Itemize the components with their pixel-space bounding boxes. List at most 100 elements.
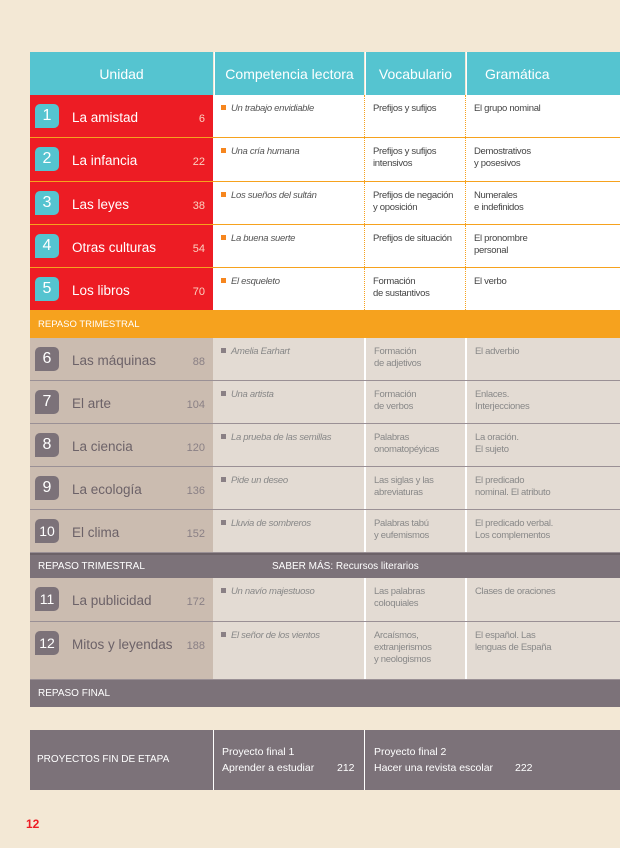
competencia-cell: Amelia Earhart <box>213 338 364 380</box>
unit-name: La ecología <box>72 482 142 497</box>
gramatica-cell: El grupo nominal <box>465 95 620 137</box>
lectura-title: Un navío majestuoso <box>231 586 315 597</box>
vocab-line: de sustantivos <box>373 288 430 299</box>
bullet-icon <box>221 348 226 353</box>
vocab-line: abreviaturas <box>374 487 423 498</box>
proyecto-1-page: 212 <box>337 762 355 774</box>
unit-row: 2 La infancia 22 Una cría humana Prefijo… <box>30 138 620 182</box>
vocab-line: Prefijos y sufijos <box>373 146 437 157</box>
unit-cell[interactable]: 1 La amistad 6 <box>30 95 213 137</box>
vocabulario-cell: Palabras onomatopéyicas <box>364 424 465 466</box>
vocabulario-cell: Formación de sustantivos <box>364 268 465 310</box>
competencia-cell: Una artista <box>213 381 364 423</box>
saber-mas-label: SABER MÁS: Recursos literarios <box>272 561 419 572</box>
vocabulario-cell: Prefijos de situación <box>364 225 465 267</box>
unit-number-badge: 6 <box>35 347 59 371</box>
gram-line: e indefinidos <box>474 202 524 213</box>
unit-page: 188 <box>186 640 205 652</box>
vocab-line: Formación <box>374 389 417 400</box>
unit-row: 9 La ecología 136 Pide un deseo Las sigl… <box>30 467 620 510</box>
bullet-icon <box>221 477 226 482</box>
unit-cell[interactable]: 6 Las máquinas 88 <box>30 338 213 380</box>
lectura-title: El esqueleto <box>231 276 280 287</box>
gram-line: El predicado verbal. <box>475 518 553 529</box>
unit-row: 1 La amistad 6 Un trabajo envidiable Pre… <box>30 95 620 138</box>
unit-cell[interactable]: 2 La infancia 22 <box>30 138 213 181</box>
gram-line: El sujeto <box>475 444 509 455</box>
bullet-icon <box>221 632 226 637</box>
unit-number-badge: 4 <box>35 234 59 258</box>
unit-cell[interactable]: 4 Otras culturas 54 <box>30 225 213 267</box>
vocabulario-cell: Prefijos y sufijos <box>364 95 465 137</box>
gramatica-cell: El verbo <box>465 268 620 310</box>
gram-line: Numerales <box>474 190 518 201</box>
unit-name: Las leyes <box>72 197 130 212</box>
vocab-line: coloquiales <box>374 598 419 609</box>
vocab-line: Palabras <box>374 432 410 443</box>
unit-name: Los libros <box>72 283 130 298</box>
header-gramatica: Gramática <box>466 52 620 95</box>
proyecto-2-title: Proyecto final 2 <box>374 746 447 758</box>
gramatica-cell: El pronombre personal <box>465 225 620 267</box>
bullet-icon <box>221 588 226 593</box>
vocab-line: Formación <box>373 276 416 287</box>
competencia-cell: Un trabajo envidiable <box>213 95 364 137</box>
unit-page: 136 <box>186 485 205 497</box>
unit-row: 10 El clima 152 Lluvia de sombreros Pala… <box>30 510 620 553</box>
gram-line: El verbo <box>474 276 507 287</box>
bullet-icon <box>221 192 226 197</box>
unit-number-badge: 1 <box>35 104 59 128</box>
vocab-line: Palabras tabú <box>374 518 429 529</box>
unit-page: 54 <box>192 243 205 255</box>
vocab-line: de verbos <box>374 401 414 412</box>
gram-line: El predicado <box>475 475 525 486</box>
bullet-icon <box>221 105 226 110</box>
competencia-cell: La buena suerte <box>213 225 364 267</box>
unit-cell[interactable]: 10 El clima 152 <box>30 510 213 552</box>
unit-number-badge: 5 <box>35 277 59 301</box>
vocabulario-cell: Las palabras coloquiales <box>364 578 465 621</box>
bullet-icon <box>221 278 226 283</box>
gram-line: y posesivos <box>474 158 521 169</box>
gram-line: El pronombre <box>474 233 528 244</box>
unit-cell[interactable]: 11 La publicidad 172 <box>30 578 213 621</box>
unit-number-badge: 10 <box>35 519 59 543</box>
unit-cell[interactable]: 3 Las leyes 38 <box>30 182 213 224</box>
lectura-title: Una artista <box>231 389 274 400</box>
vocabulario-cell: Formación de adjetivos <box>364 338 465 380</box>
header-competencia: Competencia lectora <box>214 52 364 95</box>
unit-row: 8 La ciencia 120 La prueba de las semill… <box>30 424 620 467</box>
unit-row: 6 Las máquinas 88 Amelia Earhart Formaci… <box>30 338 620 381</box>
gram-line: personal <box>474 245 509 256</box>
unit-cell[interactable]: 12 Mitos y leyendas 188 <box>30 622 213 679</box>
unit-name: La publicidad <box>72 593 152 608</box>
repaso-trimestral-label: REPASO TRIMESTRAL <box>38 319 140 330</box>
vocabulario-cell: Prefijos y sufijos intensivos <box>364 138 465 181</box>
gramatica-cell: El predicado verbal. Los complementos <box>465 510 620 552</box>
competencia-cell: Los sueños del sultán <box>213 182 364 224</box>
gramatica-cell: El adverbio <box>465 338 620 380</box>
unit-page: 152 <box>186 528 205 540</box>
gram-line: lenguas de España <box>475 642 552 653</box>
vocab-line: onomatopéyicas <box>374 444 439 455</box>
competencia-cell: Una cría humana <box>213 138 364 181</box>
unit-cell[interactable]: 7 El arte 104 <box>30 381 213 423</box>
unit-cell[interactable]: 9 La ecología 136 <box>30 467 213 509</box>
lectura-title: Un trabajo envidiable <box>231 103 314 114</box>
vocabulario-cell: Las siglas y las abreviaturas <box>364 467 465 509</box>
vocab-line: y eufemismos <box>374 530 430 541</box>
vocab-line: y oposición <box>373 202 418 213</box>
proyecto-1-subtitle: Aprender a estudiar <box>222 762 315 774</box>
competencia-cell: Un navío majestuoso <box>213 578 364 621</box>
gramatica-cell: Enlaces. Interjecciones <box>465 381 620 423</box>
gram-line: nominal. El atributo <box>475 487 551 498</box>
unit-number-badge: 7 <box>35 390 59 414</box>
bullet-icon <box>221 148 226 153</box>
vocabulario-cell: Arcaísmos, extranjerismos y neologismos <box>364 622 465 679</box>
unit-page: 6 <box>198 113 205 125</box>
repaso-final-band: REPASO FINAL <box>30 680 620 707</box>
gram-line: Los complementos <box>475 530 550 541</box>
unit-cell[interactable]: 5 Los libros 70 <box>30 268 213 310</box>
unit-cell[interactable]: 8 La ciencia 120 <box>30 424 213 466</box>
vocab-line: extranjerismos <box>374 642 432 653</box>
